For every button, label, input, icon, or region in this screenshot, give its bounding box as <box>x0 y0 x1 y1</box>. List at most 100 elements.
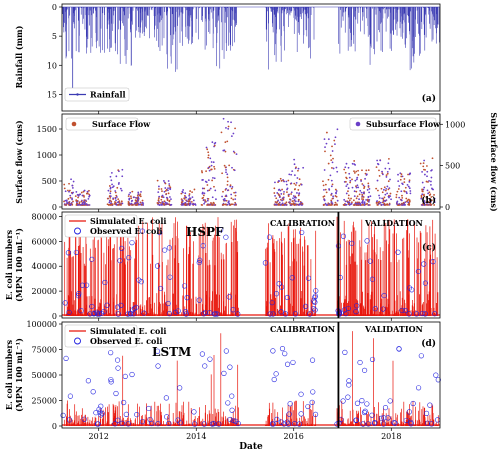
observed-ecoli-point <box>406 311 412 317</box>
subsurface-flow-point <box>426 189 429 192</box>
subsurface-flow-point <box>128 193 130 196</box>
subsurface-flow-point <box>116 196 118 198</box>
panel-d-label: (d) <box>421 338 436 349</box>
subsurface-flow-point <box>68 190 70 193</box>
subsurface-flow-point <box>182 189 185 191</box>
subsurface-flow-point <box>279 204 282 206</box>
observed-ecoli-point <box>67 393 73 399</box>
subsurface-flow-point <box>426 175 428 178</box>
surface-flow-point <box>388 157 390 160</box>
observed-ecoli-point <box>175 308 181 314</box>
panel-c: 0 20000 40000 60000 80000 E. coli numbers (M… <box>4 211 441 321</box>
surface-flow-point <box>134 204 137 206</box>
subsurface-flow-point <box>363 204 366 206</box>
panel-c-validation: VALIDATION <box>364 218 423 228</box>
surface-flow-point <box>213 144 216 147</box>
surface-flow-point <box>366 198 369 201</box>
subsurface-flow-point <box>84 199 87 202</box>
subsurface-flow-point <box>420 197 423 200</box>
panel-d-calibration: CALIBRATION <box>270 324 335 334</box>
subsurface-flow-point <box>205 146 208 149</box>
observed-ecoli-point <box>108 350 114 356</box>
subsurface-flow-point <box>276 192 279 194</box>
observed-ecoli-point <box>424 420 431 426</box>
surface-flow-point <box>294 188 296 190</box>
subsurface-flow-point <box>396 201 398 204</box>
observed-ecoli-point <box>155 363 161 369</box>
subsurface-flow-point <box>83 202 86 205</box>
subsurface-flow-point <box>404 203 406 206</box>
observed-ecoli-point <box>197 257 203 263</box>
subsurface-flow-point <box>432 188 434 191</box>
surface-flow-point <box>234 127 236 130</box>
surface-flow-point <box>230 197 233 200</box>
surface-flow-point <box>76 200 79 202</box>
subsurface-flow-point <box>207 179 210 182</box>
observed-ecoli-point <box>182 309 189 315</box>
observed-ecoli-point <box>408 419 414 425</box>
surface-flow-point <box>408 203 411 206</box>
ytick-label: 0 <box>52 3 57 12</box>
subsurface-flow-point <box>364 177 366 180</box>
observed-ecoli-point <box>130 311 137 317</box>
subsurface-flow-point <box>115 199 117 202</box>
subsurface-flow-point <box>212 161 215 164</box>
observed-ecoli-point <box>233 418 239 424</box>
subsurface-flow-point <box>380 204 383 206</box>
observed-ecoli-point <box>172 309 179 315</box>
legend-surface-marker <box>71 121 77 127</box>
subsurface-flow-point <box>295 181 298 184</box>
observed-ecoli-point <box>267 311 273 317</box>
subsurface-flow-point <box>366 189 369 191</box>
xtick-label: 2016 <box>284 432 304 441</box>
observed-ecoli-point <box>131 305 138 312</box>
subsurface-flow-point <box>334 143 336 146</box>
surface-flow-point <box>419 162 422 165</box>
surface-flow-point <box>287 179 290 182</box>
surface-flow-point <box>322 180 324 183</box>
observed-ecoli-point <box>365 421 372 427</box>
ytick-label: 500 <box>445 162 460 171</box>
subsurface-flow-point <box>76 193 79 196</box>
subsurface-flow-point <box>76 203 79 206</box>
panel-d-xticks: 2012 2014 2016 2018 <box>89 111 401 441</box>
surface-flow-point <box>298 184 301 187</box>
surface-flow-point <box>333 204 336 206</box>
surface-flow-point <box>201 204 204 206</box>
subsurface-flow-point <box>405 192 408 195</box>
subsurface-flow-point <box>158 204 161 206</box>
observed-ecoli-point <box>66 309 72 315</box>
observed-ecoli-point <box>422 280 429 286</box>
subsurface-flow-point <box>129 191 132 194</box>
observed-ecoli-point <box>271 376 277 383</box>
surface-flow-point <box>420 196 423 199</box>
ytick-label: 1000 <box>37 151 57 160</box>
observed-ecoli-point <box>391 420 397 426</box>
surface-flow-point <box>386 172 389 175</box>
surface-flow-point <box>273 192 276 194</box>
observed-ecoli-point <box>406 409 412 415</box>
surface-flow-point <box>401 196 404 199</box>
surface-flow-point <box>330 199 333 202</box>
surface-flow-point <box>78 201 81 204</box>
surface-flow-point <box>201 197 204 200</box>
observed-ecoli-point <box>353 417 359 423</box>
observed-ecoli-point <box>165 300 171 307</box>
observed-ecoli-point <box>95 311 101 317</box>
observed-ecoli-point <box>196 297 202 303</box>
surface-flow-point <box>322 195 325 198</box>
panel-d-validation: VALIDATION <box>364 324 423 334</box>
observed-ecoli-point <box>119 420 125 426</box>
surface-flow-point <box>286 191 288 194</box>
surface-flow-point <box>407 173 409 176</box>
subsurface-flow-point <box>114 197 117 200</box>
subsurface-flow-point <box>81 203 83 206</box>
subsurface-flow-point <box>327 138 330 141</box>
observed-ecoli-point <box>98 412 104 418</box>
observed-ecoli-point <box>201 311 207 317</box>
surface-flow-point <box>324 150 326 153</box>
subsurface-flow-point <box>302 166 305 169</box>
observed-ecoli-point <box>307 311 313 317</box>
observed-ecoli-point <box>296 421 302 427</box>
subsurface-flow-point <box>362 192 365 195</box>
